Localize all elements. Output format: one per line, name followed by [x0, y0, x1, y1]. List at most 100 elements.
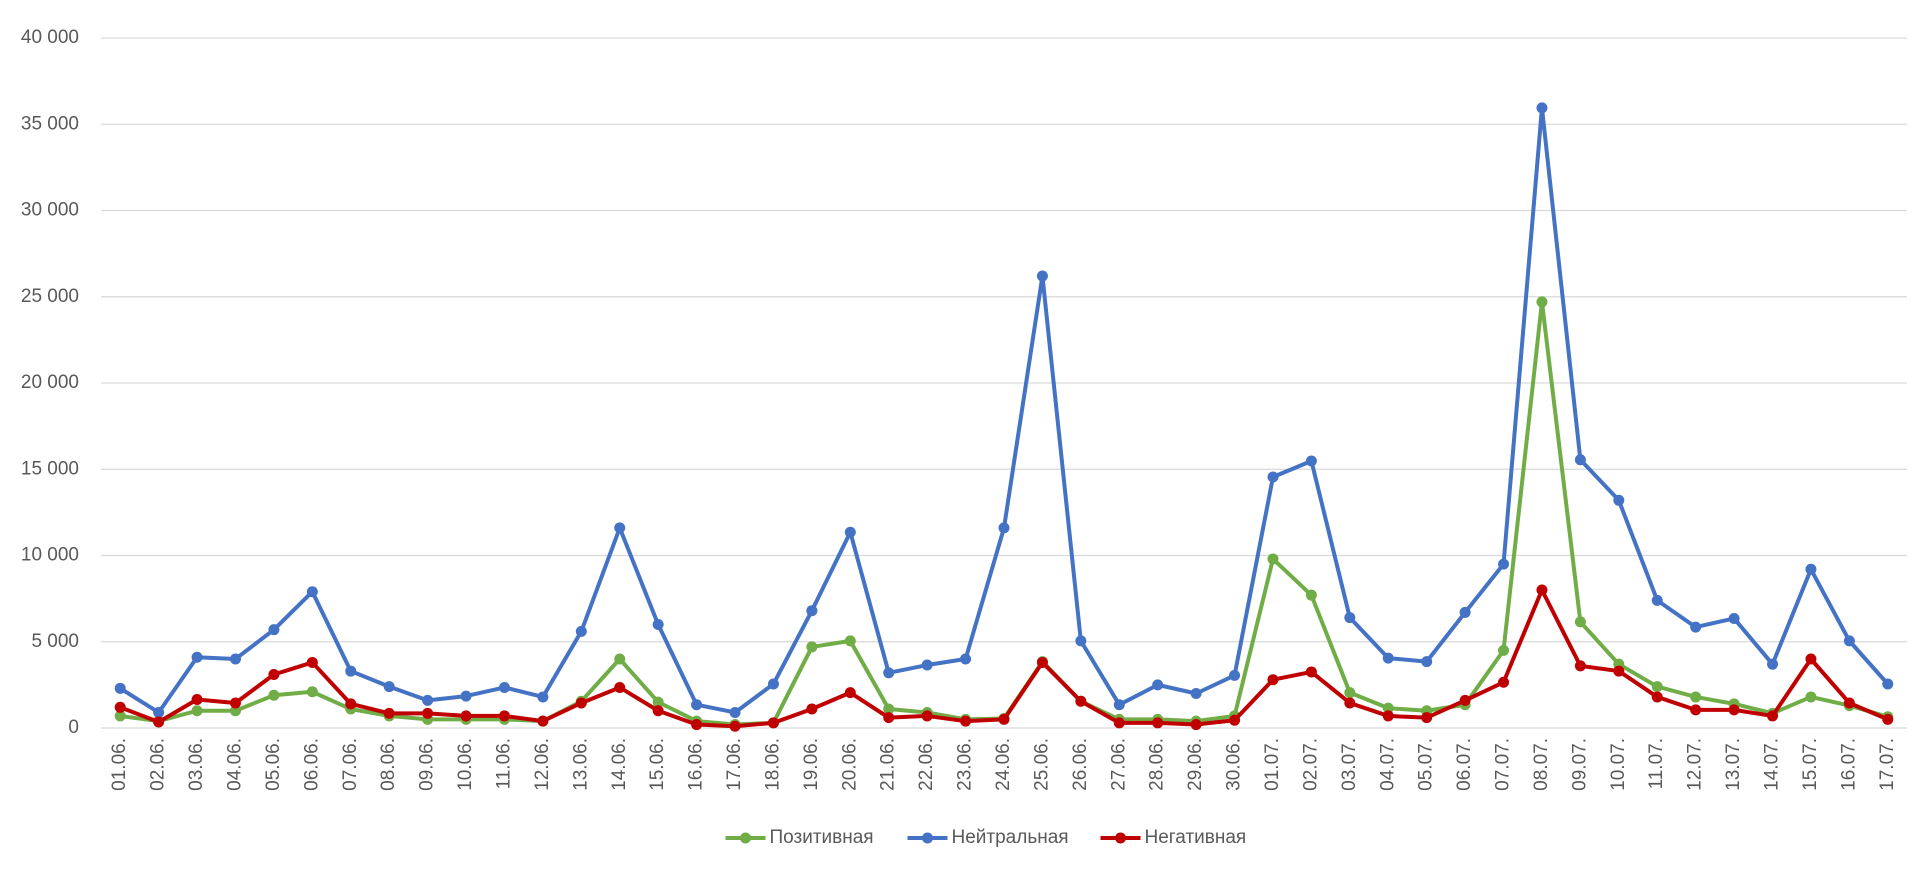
data-point	[1267, 471, 1279, 483]
y-tick-label: 0	[68, 717, 79, 738]
data-point	[1075, 635, 1087, 647]
data-point	[383, 707, 395, 719]
data-point	[1267, 674, 1279, 686]
y-tick-label: 15 000	[21, 458, 79, 479]
data-point	[614, 681, 626, 693]
series	[114, 296, 1894, 731]
data-point	[1382, 710, 1394, 722]
data-point	[575, 625, 587, 637]
data-point	[1882, 678, 1894, 690]
x-tick-label: 29.06.	[1185, 738, 1206, 791]
x-tick-label: 14.07.	[1762, 738, 1783, 791]
y-tick-label: 10 000	[21, 545, 79, 566]
data-point	[422, 707, 434, 719]
data-point	[422, 694, 434, 706]
data-point	[960, 715, 972, 727]
data-point	[1574, 454, 1586, 466]
x-tick-label: 17.07.	[1877, 738, 1898, 791]
series	[114, 102, 1894, 718]
data-point	[575, 697, 587, 709]
data-point	[1344, 687, 1356, 699]
data-point	[1498, 644, 1510, 656]
data-point	[191, 651, 203, 663]
data-point	[844, 526, 856, 538]
x-tick-label: 12.07.	[1685, 738, 1706, 791]
data-point	[191, 705, 203, 717]
x-tick-label: 02.06.	[148, 738, 169, 791]
data-point	[1882, 713, 1894, 725]
data-point	[537, 715, 549, 727]
y-tick-label: 5 000	[31, 631, 79, 652]
y-tick-label: 35 000	[21, 113, 79, 134]
x-tick-label: 20.06.	[839, 738, 860, 791]
x-tick-label: 03.06.	[186, 738, 207, 791]
data-point	[268, 689, 280, 701]
data-point	[1805, 563, 1817, 575]
data-point	[883, 667, 895, 679]
data-point	[1728, 612, 1740, 624]
x-tick-label: 27.06.	[1108, 738, 1129, 791]
y-tick-label: 20 000	[21, 372, 79, 393]
data-point	[1382, 652, 1394, 664]
series-line	[119, 105, 1890, 715]
data-point	[498, 681, 510, 693]
x-tick-label: 08.06.	[378, 738, 399, 791]
data-point	[191, 694, 203, 706]
data-point	[1843, 635, 1855, 647]
data-point	[614, 653, 626, 665]
x-tick-label: 25.06.	[1031, 738, 1052, 791]
data-point	[767, 678, 779, 690]
x-tick-label: 26.06.	[1070, 738, 1091, 791]
x-tick-label: 15.07.	[1800, 738, 1821, 791]
data-point	[1152, 717, 1164, 729]
data-point	[652, 619, 664, 630]
data-point	[1382, 702, 1394, 714]
x-tick-label: 22.06.	[916, 738, 937, 791]
legend-marker	[1115, 832, 1126, 844]
data-point	[1574, 660, 1586, 672]
data-point	[1805, 653, 1817, 665]
data-point	[1305, 455, 1317, 467]
data-point	[268, 669, 280, 681]
x-tick-label: 13.06.	[570, 738, 591, 791]
x-tick-label: 16.07.	[1838, 738, 1859, 791]
data-point	[306, 686, 318, 698]
data-point	[1613, 494, 1625, 506]
data-point	[729, 706, 741, 718]
x-tick-label: 28.06.	[1147, 738, 1168, 791]
x-tick-label: 13.07.	[1723, 738, 1744, 791]
data-point	[767, 717, 779, 729]
data-point	[806, 605, 818, 617]
data-point	[729, 720, 741, 732]
y-tick-label: 25 000	[21, 286, 79, 307]
legend-label: Нейтральная	[952, 827, 1069, 848]
series-line	[119, 588, 1889, 729]
x-tick-label: 18.06.	[762, 738, 783, 791]
data-point	[1036, 270, 1048, 282]
x-tick-label: 04.07.	[1377, 738, 1398, 791]
data-point	[1459, 694, 1471, 706]
data-point	[921, 710, 933, 722]
data-point	[1536, 584, 1548, 596]
data-point	[844, 635, 856, 647]
data-point	[1843, 697, 1855, 709]
data-point	[1036, 656, 1048, 668]
x-tick-label: 11.07.	[1646, 738, 1667, 789]
data-point	[1690, 704, 1702, 716]
data-point	[1421, 712, 1433, 724]
data-point	[691, 719, 703, 731]
x-tick-label: 23.06.	[955, 738, 976, 791]
data-point	[1690, 621, 1702, 633]
data-point	[806, 641, 818, 653]
x-tick-label: 03.07.	[1339, 738, 1360, 791]
data-point	[1651, 691, 1663, 703]
data-point	[1690, 691, 1702, 703]
x-tick-label: 05.06.	[263, 738, 284, 791]
data-point	[1805, 691, 1817, 703]
x-tick-label: 07.06.	[340, 738, 361, 791]
data-point	[1113, 699, 1125, 711]
x-tick-label: 07.07.	[1493, 738, 1514, 791]
data-point	[1229, 669, 1241, 681]
data-point	[1305, 589, 1317, 601]
